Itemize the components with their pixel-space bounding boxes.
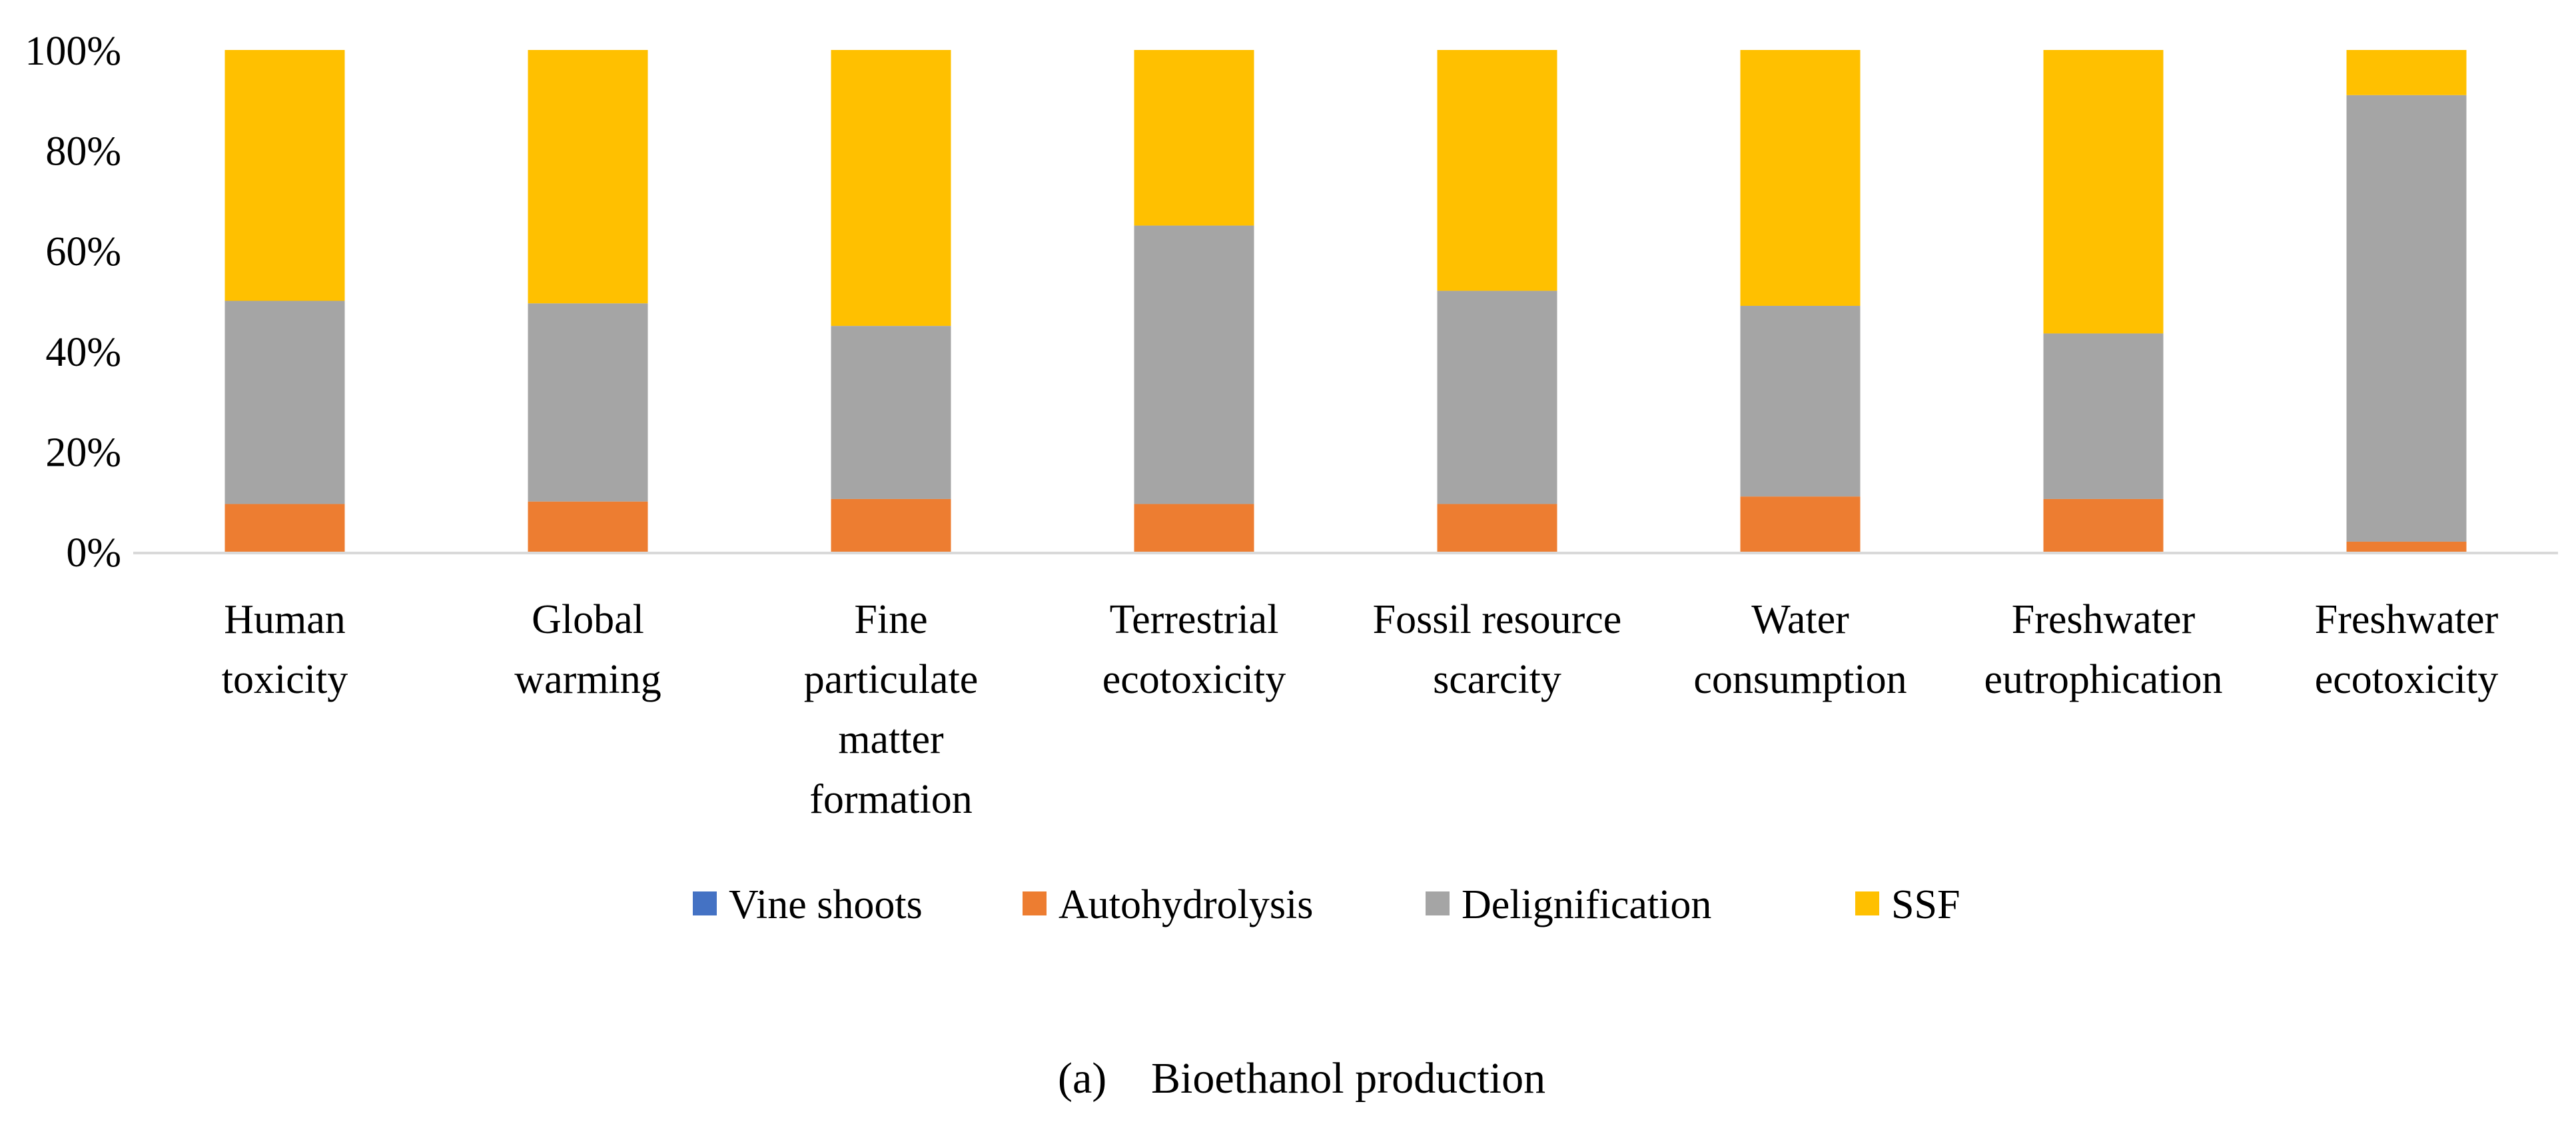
category-label: scarcity: [1433, 657, 1561, 702]
category-label: Water: [1751, 597, 1849, 642]
legend-label: Vine shoots: [729, 882, 923, 927]
bar-autohydrolysis: [528, 501, 648, 552]
category-labels: Human toxicity Global warming Fine particulat…: [222, 597, 2499, 822]
category-label: Fossil resource: [1373, 597, 1622, 642]
legend-swatch: [1855, 891, 1879, 915]
bar-delignification: [1437, 290, 1557, 504]
bar-ssf: [831, 50, 951, 326]
category-label: matter: [838, 717, 944, 762]
bar-ssf: [2043, 50, 2164, 334]
bar-autohydrolysis: [2043, 498, 2164, 552]
bar-ssf: [528, 50, 648, 304]
y-tick-label: 20%: [45, 430, 121, 475]
bar-ssf: [224, 50, 345, 301]
category-label: Human: [224, 597, 346, 642]
category-label: Fine: [854, 597, 927, 642]
legend-label: SSF: [1891, 882, 1960, 927]
category-label: toxicity: [222, 657, 348, 702]
category-label: formation: [809, 777, 973, 822]
bar-ssf: [1740, 50, 1861, 306]
y-tick-label: 80%: [45, 129, 121, 175]
bar-autohydrolysis: [2346, 541, 2467, 552]
bars-group: [224, 50, 2467, 552]
category-label: Global: [532, 597, 644, 642]
bar-delignification: [831, 326, 951, 499]
category-label: eutrophication: [1984, 657, 2222, 702]
bar-delignification: [1134, 225, 1254, 504]
bar-delignification: [2043, 333, 2164, 499]
caption-label: (a): [1058, 1054, 1106, 1103]
category-label: Freshwater: [2012, 597, 2196, 642]
y-tick-label: 100%: [25, 29, 121, 74]
category-label: particulate: [804, 657, 979, 702]
bar-delignification: [2346, 95, 2467, 542]
category-label: ecotoxicity: [1102, 657, 1286, 702]
caption-title: Bioethanol production: [1151, 1054, 1545, 1103]
bar-ssf: [2346, 50, 2467, 95]
bar-delignification: [224, 300, 345, 504]
category-label: Terrestrial: [1110, 597, 1279, 642]
bar-autohydrolysis: [1134, 504, 1254, 552]
bar-autohydrolysis: [1740, 496, 1861, 552]
bar-autohydrolysis: [224, 504, 345, 552]
bar-autohydrolysis: [1437, 504, 1557, 552]
category-label: warming: [514, 657, 661, 702]
legend-label: Delignification: [1462, 882, 1711, 927]
category-label: consumption: [1693, 657, 1907, 702]
y-tick-label: 40%: [45, 330, 121, 375]
bar-ssf: [1437, 50, 1557, 291]
y-tick-label: 60%: [45, 229, 121, 275]
y-axis-tick-labels: 0% 20% 40% 60% 80% 100%: [25, 29, 121, 576]
bar-delignification: [528, 303, 648, 502]
legend-label: Autohydrolysis: [1059, 882, 1313, 927]
category-label: Freshwater: [2315, 597, 2499, 642]
legend: Vine shoots Autohydrolysis Delignification…: [693, 882, 1960, 927]
category-label: ecotoxicity: [2315, 657, 2498, 702]
bar-ssf: [1134, 50, 1254, 226]
legend-swatch: [693, 891, 717, 915]
y-tick-label: 0%: [66, 530, 121, 576]
bar-autohydrolysis: [831, 498, 951, 552]
bar-delignification: [1740, 306, 1861, 497]
legend-swatch: [1426, 891, 1450, 915]
legend-swatch: [1023, 891, 1047, 915]
